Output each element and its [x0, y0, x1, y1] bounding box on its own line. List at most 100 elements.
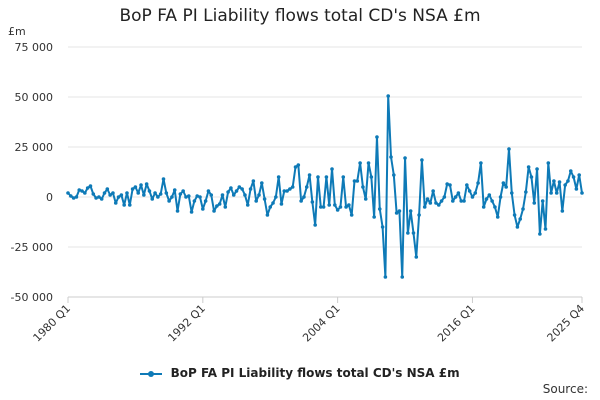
data-point	[436, 203, 441, 207]
data-point	[406, 231, 410, 235]
data-point	[355, 179, 360, 183]
data-point	[495, 215, 500, 219]
data-point	[310, 200, 315, 204]
data-point	[498, 195, 503, 199]
data-point	[445, 182, 449, 186]
data-point	[389, 155, 393, 159]
data-point	[504, 185, 508, 189]
data-point	[209, 193, 214, 197]
data-point	[434, 201, 438, 205]
source-label: Source:	[542, 382, 588, 396]
data-point	[580, 191, 584, 195]
legend-line-marker-icon	[140, 368, 163, 380]
data-point	[85, 186, 90, 190]
data-point	[170, 195, 174, 199]
data-point	[369, 175, 374, 179]
data-point	[304, 185, 309, 189]
data-point	[83, 191, 87, 195]
data-point	[361, 185, 365, 189]
data-point	[568, 169, 573, 173]
y-tick-label: 0	[46, 191, 53, 204]
data-point	[80, 189, 84, 193]
data-point	[439, 199, 444, 203]
data-point	[260, 181, 264, 185]
y-tick-label: 75 000	[15, 41, 54, 54]
data-point	[451, 199, 455, 203]
data-point	[105, 187, 110, 191]
legend-label: BoP FA PI Liability flows total CD's NSA…	[170, 366, 460, 380]
data-point	[347, 203, 351, 207]
y-axis-ticks: -50 000 -25 000 0 25 000 50 000 75 000	[11, 41, 53, 304]
data-point	[574, 187, 579, 191]
data-point	[417, 213, 421, 217]
data-point	[237, 185, 242, 189]
data-point	[490, 199, 494, 203]
data-point	[473, 191, 478, 195]
data-point	[74, 195, 79, 199]
data-point	[453, 195, 458, 199]
data-point	[226, 190, 230, 194]
data-point	[156, 195, 160, 199]
y-tick-label: 25 000	[15, 141, 54, 154]
data-point	[366, 161, 371, 165]
data-point	[108, 193, 112, 197]
data-point	[91, 192, 96, 196]
data-point	[526, 165, 531, 169]
data-point	[535, 167, 539, 171]
data-point	[139, 183, 143, 187]
data-point	[161, 177, 166, 181]
data-point	[431, 189, 435, 193]
data-point	[125, 191, 129, 195]
data-point	[481, 205, 486, 209]
data-point	[172, 188, 177, 192]
data-point	[330, 167, 334, 171]
data-point	[234, 189, 239, 193]
data-point	[344, 205, 348, 209]
data-point	[147, 189, 152, 193]
data-point	[212, 209, 216, 213]
data-point	[77, 188, 82, 192]
data-point	[181, 189, 185, 193]
x-tick-label: 2004 Q1	[300, 302, 343, 345]
data-point	[192, 199, 197, 203]
data-point	[164, 191, 169, 195]
data-point	[501, 181, 506, 185]
data-point	[251, 179, 256, 183]
data-point	[392, 173, 396, 177]
data-point	[549, 191, 553, 195]
data-point	[375, 135, 379, 139]
data-point	[563, 183, 567, 187]
data-point	[318, 205, 323, 209]
data-point	[97, 195, 101, 199]
data-point	[372, 215, 376, 219]
data-point	[552, 179, 556, 183]
data-point	[299, 199, 303, 203]
data-point	[386, 94, 391, 98]
y-tick-label: -50 000	[11, 291, 53, 304]
data-point	[512, 213, 517, 217]
data-point	[383, 275, 388, 279]
data-point	[245, 203, 250, 207]
data-point	[223, 205, 228, 209]
data-point	[546, 161, 551, 165]
data-point	[153, 191, 157, 195]
data-point	[122, 203, 126, 207]
data-point	[459, 199, 464, 203]
data-point	[184, 195, 188, 199]
data-point	[285, 189, 289, 193]
data-point	[540, 199, 545, 203]
data-point	[274, 195, 278, 199]
data-point	[201, 207, 205, 211]
y-axis-unit-label: £m	[8, 25, 26, 38]
data-point	[363, 197, 368, 201]
data-point	[529, 175, 534, 179]
data-point	[394, 211, 399, 215]
data-point	[414, 255, 419, 259]
data-point	[462, 199, 466, 203]
data-point	[307, 173, 312, 177]
legend[interactable]: BoP FA PI Liability flows total CD's NSA…	[0, 366, 600, 380]
data-point	[189, 210, 194, 214]
data-point	[69, 194, 73, 198]
data-point	[538, 232, 542, 236]
